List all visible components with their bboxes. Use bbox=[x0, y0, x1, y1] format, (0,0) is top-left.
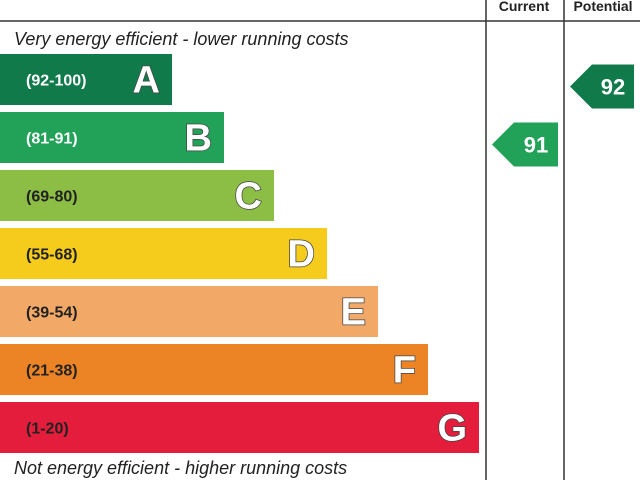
band-letter: C bbox=[235, 176, 262, 218]
band-bar bbox=[0, 344, 428, 395]
top-caption: Very energy efficient - lower running co… bbox=[14, 29, 349, 49]
band-letter: D bbox=[288, 234, 315, 276]
band-range-label: (92-100) bbox=[26, 73, 86, 90]
band-bar bbox=[0, 170, 274, 221]
rating-markers: 91 92 bbox=[492, 64, 634, 167]
potential-rating-arrow bbox=[570, 64, 634, 109]
potential-rating: 92 bbox=[570, 64, 634, 109]
band-bar bbox=[0, 112, 224, 163]
current-rating: 91 bbox=[492, 122, 558, 167]
band-g: (1-20) G bbox=[0, 402, 479, 453]
band-bar bbox=[0, 286, 378, 337]
rating-bands: (92-100) A (81-91) B (69-80) C (55-68) D (39-54)… bbox=[0, 54, 479, 453]
band-letter: F bbox=[393, 350, 416, 392]
band-letter: B bbox=[185, 118, 212, 160]
band-bar bbox=[0, 54, 172, 105]
band-letter: E bbox=[341, 292, 366, 334]
band-bar bbox=[0, 402, 479, 453]
band-c: (69-80) C bbox=[0, 170, 274, 221]
potential-column-header: Potential bbox=[573, 0, 632, 14]
potential-rating-value: 92 bbox=[601, 75, 625, 100]
band-range-label: (55-68) bbox=[26, 247, 78, 264]
band-range-label: (81-91) bbox=[26, 131, 78, 148]
band-f: (21-38) F bbox=[0, 344, 428, 395]
band-range-label: (21-38) bbox=[26, 363, 78, 380]
bottom-caption: Not energy efficient - higher running co… bbox=[14, 458, 347, 478]
band-range-label: (39-54) bbox=[26, 305, 78, 322]
band-letter: G bbox=[437, 408, 467, 450]
band-e: (39-54) E bbox=[0, 286, 378, 337]
band-range-label: (1-20) bbox=[26, 421, 69, 438]
current-rating-value: 91 bbox=[524, 133, 548, 158]
current-rating-arrow bbox=[492, 122, 558, 167]
current-column-header: Current bbox=[499, 0, 550, 14]
band-d: (55-68) D bbox=[0, 228, 327, 279]
band-letter: A bbox=[133, 60, 160, 102]
band-range-label: (69-80) bbox=[26, 189, 78, 206]
band-bar bbox=[0, 228, 327, 279]
band-a: (92-100) A bbox=[0, 54, 172, 105]
band-b: (81-91) B bbox=[0, 112, 224, 163]
